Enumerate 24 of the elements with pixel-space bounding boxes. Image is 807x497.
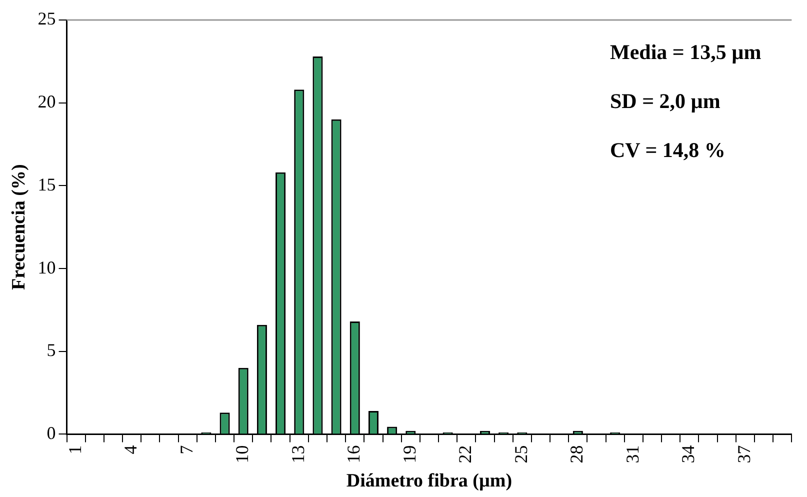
- x-tick-label: 13: [288, 445, 308, 464]
- x-tick-label: 31: [622, 445, 642, 464]
- x-tick-label: 28: [566, 445, 587, 464]
- x-tick-label: 7: [176, 445, 196, 454]
- y-tick-label: 25: [38, 8, 56, 29]
- x-tick-label: 16: [344, 445, 364, 464]
- y-tick-label: 10: [38, 257, 56, 278]
- annotation: CV = 14,8 %: [610, 138, 726, 163]
- y-tick-label: 0: [46, 422, 56, 443]
- x-tick-label: 4: [120, 445, 141, 454]
- y-axis-title: Frecuencia (%): [8, 164, 30, 290]
- x-tick-label: 22: [455, 445, 476, 464]
- y-tick-label: 5: [46, 340, 56, 360]
- x-tick-label: 37: [734, 445, 754, 464]
- y-tick-label: 20: [38, 92, 56, 112]
- annotation: Media = 13,5 µm: [610, 40, 762, 65]
- annotation: SD = 2,0 µm: [610, 89, 722, 114]
- x-axis-title: Diámetro fibra (µm): [346, 470, 512, 492]
- x-tick-label: 25: [510, 445, 531, 464]
- x-tick-label: 19: [399, 445, 420, 464]
- x-tick-label: 10: [232, 445, 252, 464]
- y-tick-label: 15: [38, 174, 56, 194]
- x-tick-label: 34: [678, 445, 698, 464]
- x-tick-label: 1: [64, 445, 85, 454]
